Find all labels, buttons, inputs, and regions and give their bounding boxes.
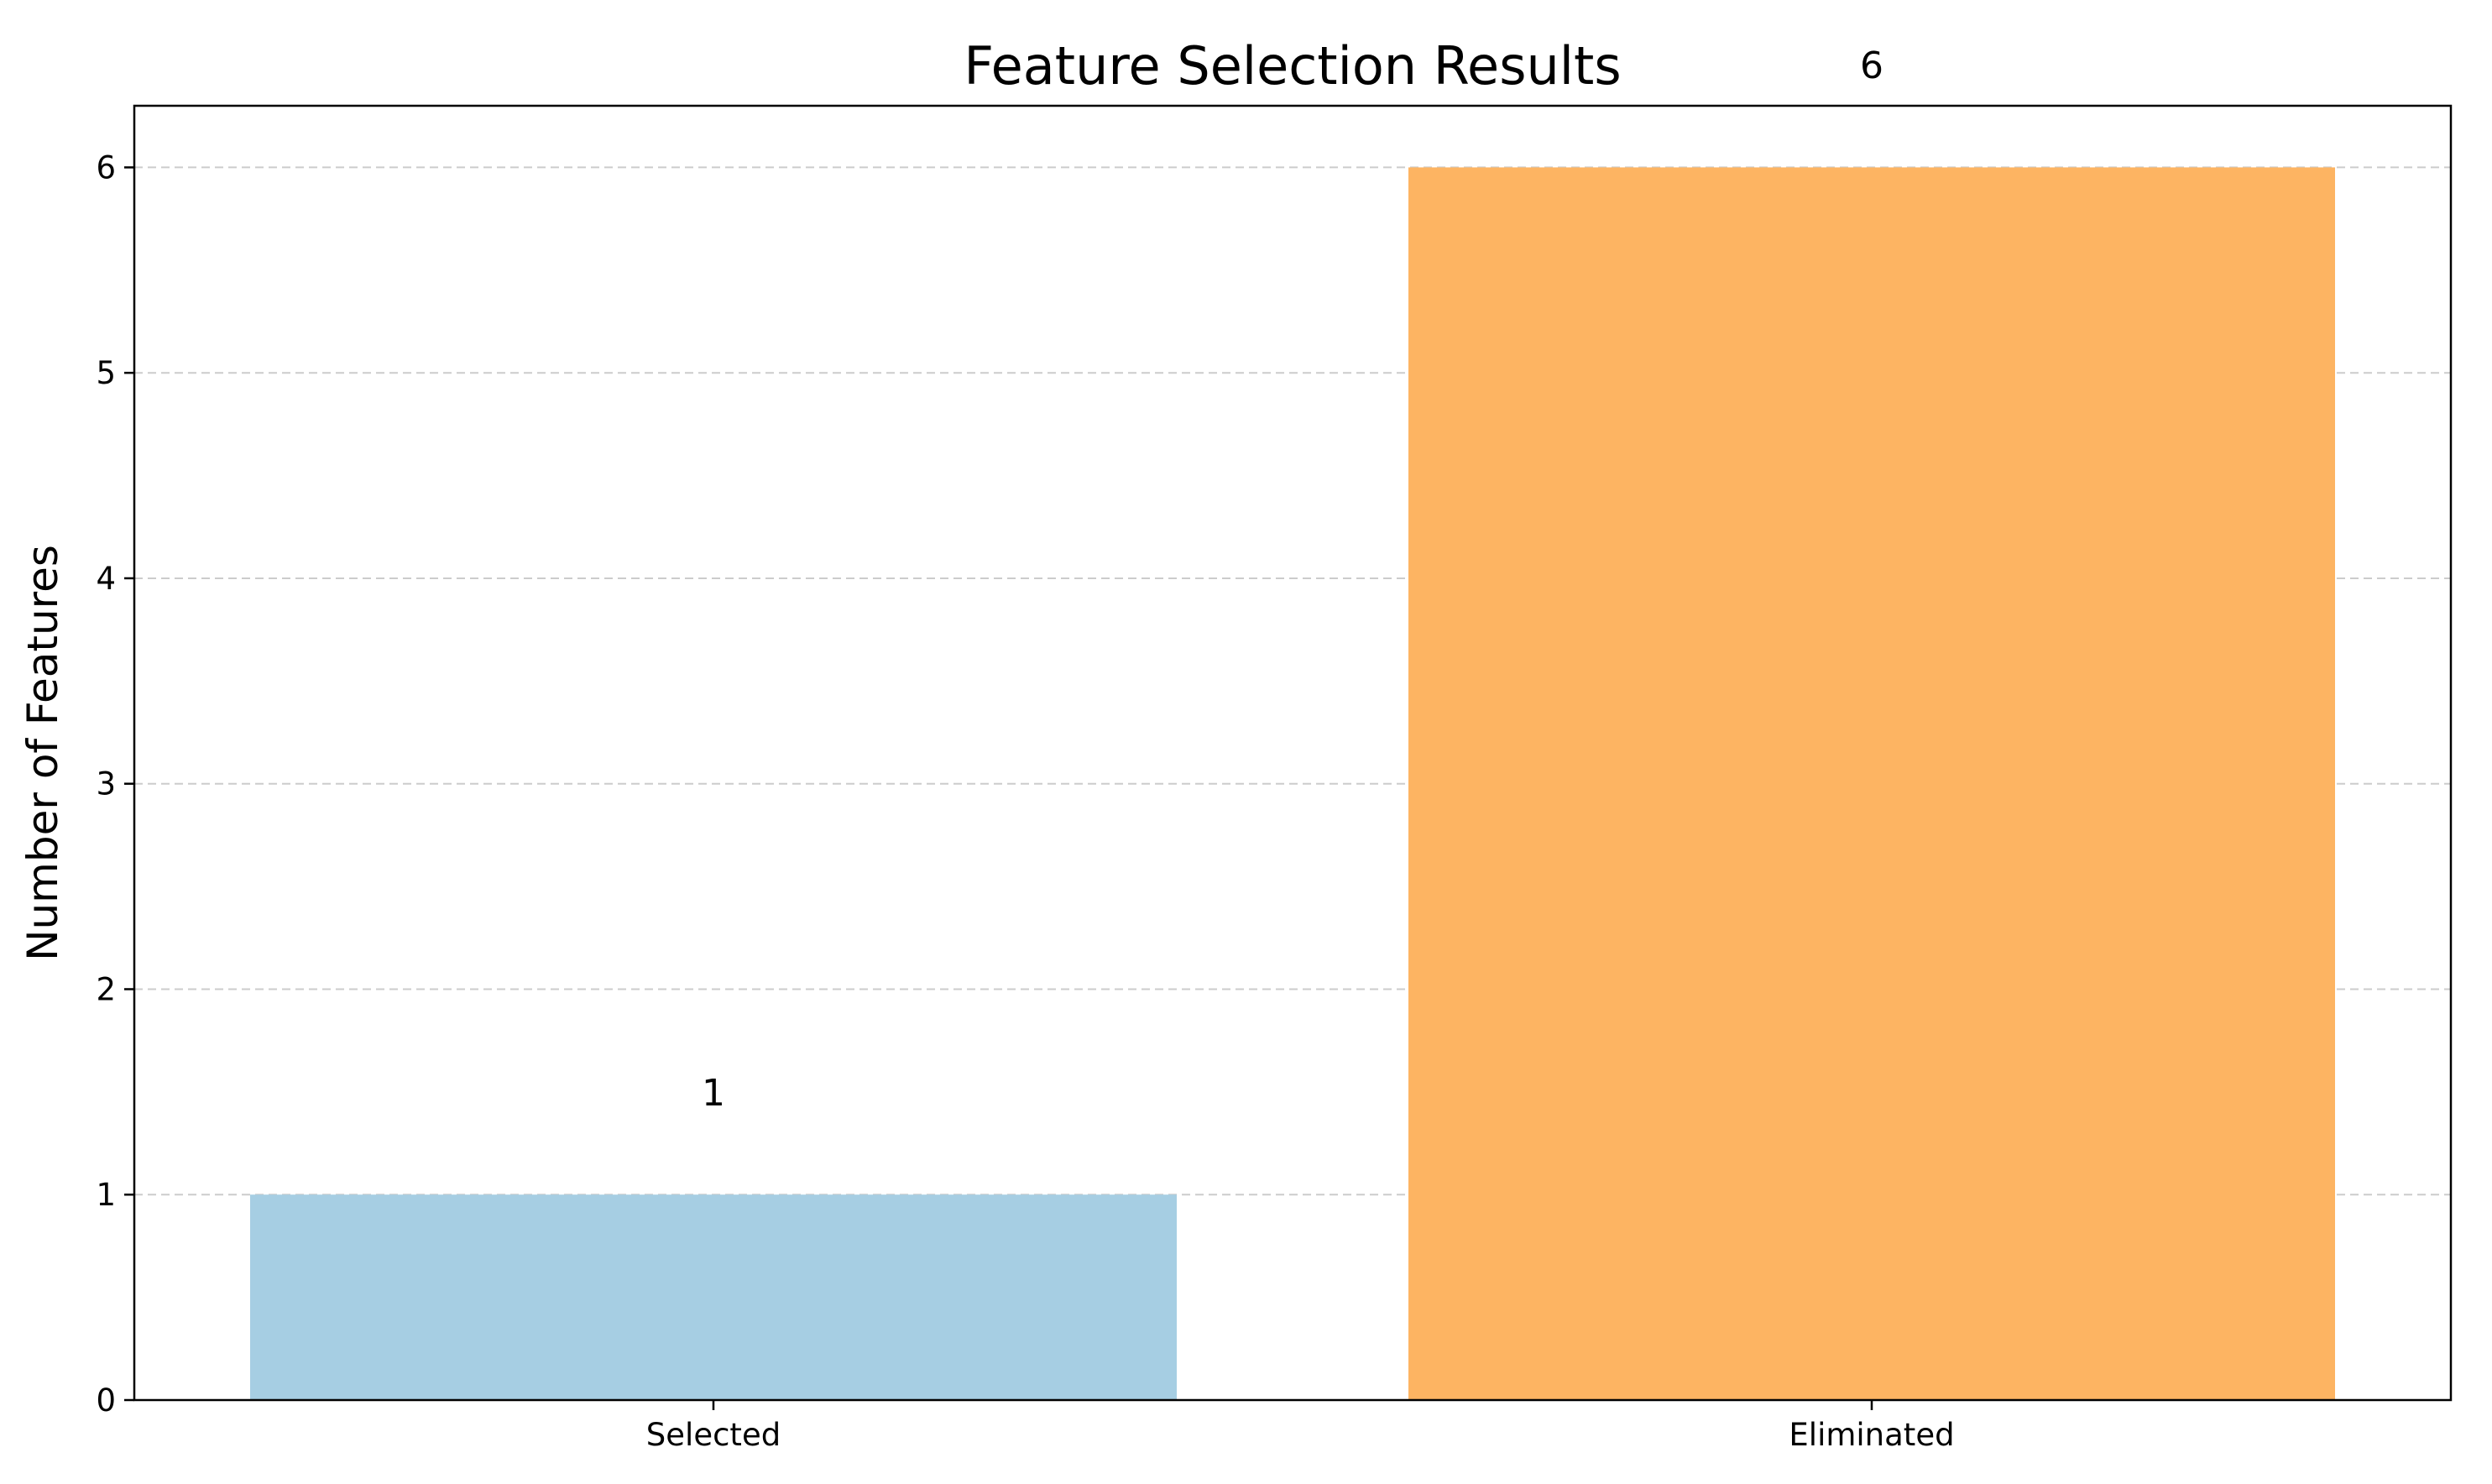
y-tick-label-4: 4 (96, 561, 116, 597)
bar-eliminated (1408, 167, 2335, 1400)
y-tick-label-1: 1 (96, 1177, 116, 1213)
y-tick-label-3: 3 (96, 766, 116, 802)
data-label-selected: 1 (702, 1072, 725, 1115)
bar-layer (250, 167, 2335, 1400)
bar-selected (250, 1194, 1177, 1400)
chart-title: Feature Selection Results (964, 35, 1621, 97)
x-axis: Selected Eliminated (646, 1400, 1955, 1453)
y-axis-label: Number of Features (18, 545, 67, 961)
x-tick-label-eliminated: Eliminated (1789, 1417, 1954, 1453)
data-labels: 16 (702, 44, 1883, 1115)
grid-layer (134, 166, 2451, 1196)
y-axis: 0 1 2 3 4 5 6 (96, 149, 134, 1419)
x-tick-label-selected: Selected (646, 1417, 781, 1453)
data-label-eliminated: 6 (1860, 44, 1883, 87)
axes-frame (133, 104, 2453, 1402)
y-tick-label-0: 0 (96, 1382, 116, 1419)
y-tick-label-5: 5 (96, 355, 116, 391)
y-tick-label-6: 6 (96, 149, 116, 186)
y-tick-label-2: 2 (96, 971, 116, 1007)
